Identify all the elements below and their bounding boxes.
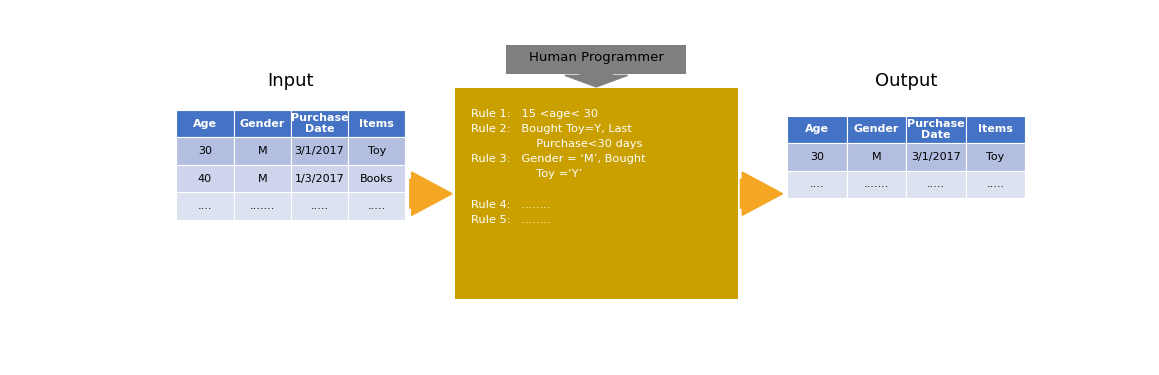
FancyBboxPatch shape xyxy=(234,165,291,192)
FancyBboxPatch shape xyxy=(965,143,1026,171)
FancyBboxPatch shape xyxy=(176,137,234,165)
Text: Toy: Toy xyxy=(367,146,386,156)
FancyBboxPatch shape xyxy=(787,171,846,198)
FancyBboxPatch shape xyxy=(291,192,348,220)
FancyBboxPatch shape xyxy=(787,143,846,171)
Polygon shape xyxy=(564,74,628,87)
Text: Rule 1:   15 <age< 30
Rule 2:   Bought Toy=Y, Last
                  Purchase<30: Rule 1: 15 <age< 30 Rule 2: Bought Toy=Y… xyxy=(471,108,646,225)
FancyBboxPatch shape xyxy=(506,40,686,74)
FancyBboxPatch shape xyxy=(965,116,1026,143)
Text: Items: Items xyxy=(978,124,1013,135)
FancyBboxPatch shape xyxy=(348,110,406,137)
Text: Input: Input xyxy=(268,72,314,90)
Text: .....: ..... xyxy=(367,201,386,211)
FancyBboxPatch shape xyxy=(787,116,846,143)
FancyBboxPatch shape xyxy=(348,137,406,165)
FancyBboxPatch shape xyxy=(234,137,291,165)
Text: Age: Age xyxy=(192,118,217,129)
Polygon shape xyxy=(410,172,452,215)
FancyBboxPatch shape xyxy=(846,171,906,198)
Text: Output: Output xyxy=(875,72,938,90)
Text: Items: Items xyxy=(359,118,394,129)
Text: 1/3/2017: 1/3/2017 xyxy=(294,174,344,183)
FancyBboxPatch shape xyxy=(906,143,965,171)
Text: .....: ..... xyxy=(986,179,1005,189)
Text: .....: ..... xyxy=(927,179,945,189)
FancyBboxPatch shape xyxy=(176,165,234,192)
Text: Books: Books xyxy=(360,174,393,183)
Text: M: M xyxy=(872,152,881,162)
Text: ....: .... xyxy=(810,179,824,189)
Text: Toy: Toy xyxy=(986,152,1005,162)
Text: Gender: Gender xyxy=(240,118,285,129)
FancyBboxPatch shape xyxy=(291,165,348,192)
FancyBboxPatch shape xyxy=(176,192,234,220)
FancyBboxPatch shape xyxy=(291,110,348,137)
FancyBboxPatch shape xyxy=(348,192,406,220)
Text: Human Programmer: Human Programmer xyxy=(529,51,664,64)
FancyBboxPatch shape xyxy=(176,110,234,137)
FancyBboxPatch shape xyxy=(454,88,737,299)
Text: ....: .... xyxy=(198,201,212,211)
FancyBboxPatch shape xyxy=(348,165,406,192)
Text: .......: ....... xyxy=(863,179,889,189)
Polygon shape xyxy=(741,172,782,215)
Text: .......: ....... xyxy=(249,201,275,211)
Text: 40: 40 xyxy=(198,174,212,183)
FancyBboxPatch shape xyxy=(234,192,291,220)
Text: 30: 30 xyxy=(810,152,824,162)
Text: Age: Age xyxy=(804,124,829,135)
Text: Purchase
Date: Purchase Date xyxy=(907,118,964,140)
Text: .....: ..... xyxy=(311,201,328,211)
Text: M: M xyxy=(257,146,267,156)
Text: Purchase
Date: Purchase Date xyxy=(291,113,349,135)
Text: 3/1/2017: 3/1/2017 xyxy=(911,152,961,162)
FancyBboxPatch shape xyxy=(906,171,965,198)
Text: M: M xyxy=(257,174,267,183)
Text: Gender: Gender xyxy=(854,124,899,135)
FancyBboxPatch shape xyxy=(234,110,291,137)
FancyBboxPatch shape xyxy=(846,116,906,143)
FancyBboxPatch shape xyxy=(291,137,348,165)
Text: 3/1/2017: 3/1/2017 xyxy=(294,146,344,156)
FancyBboxPatch shape xyxy=(846,143,906,171)
FancyBboxPatch shape xyxy=(965,171,1026,198)
FancyBboxPatch shape xyxy=(906,116,965,143)
Text: 30: 30 xyxy=(198,146,212,156)
